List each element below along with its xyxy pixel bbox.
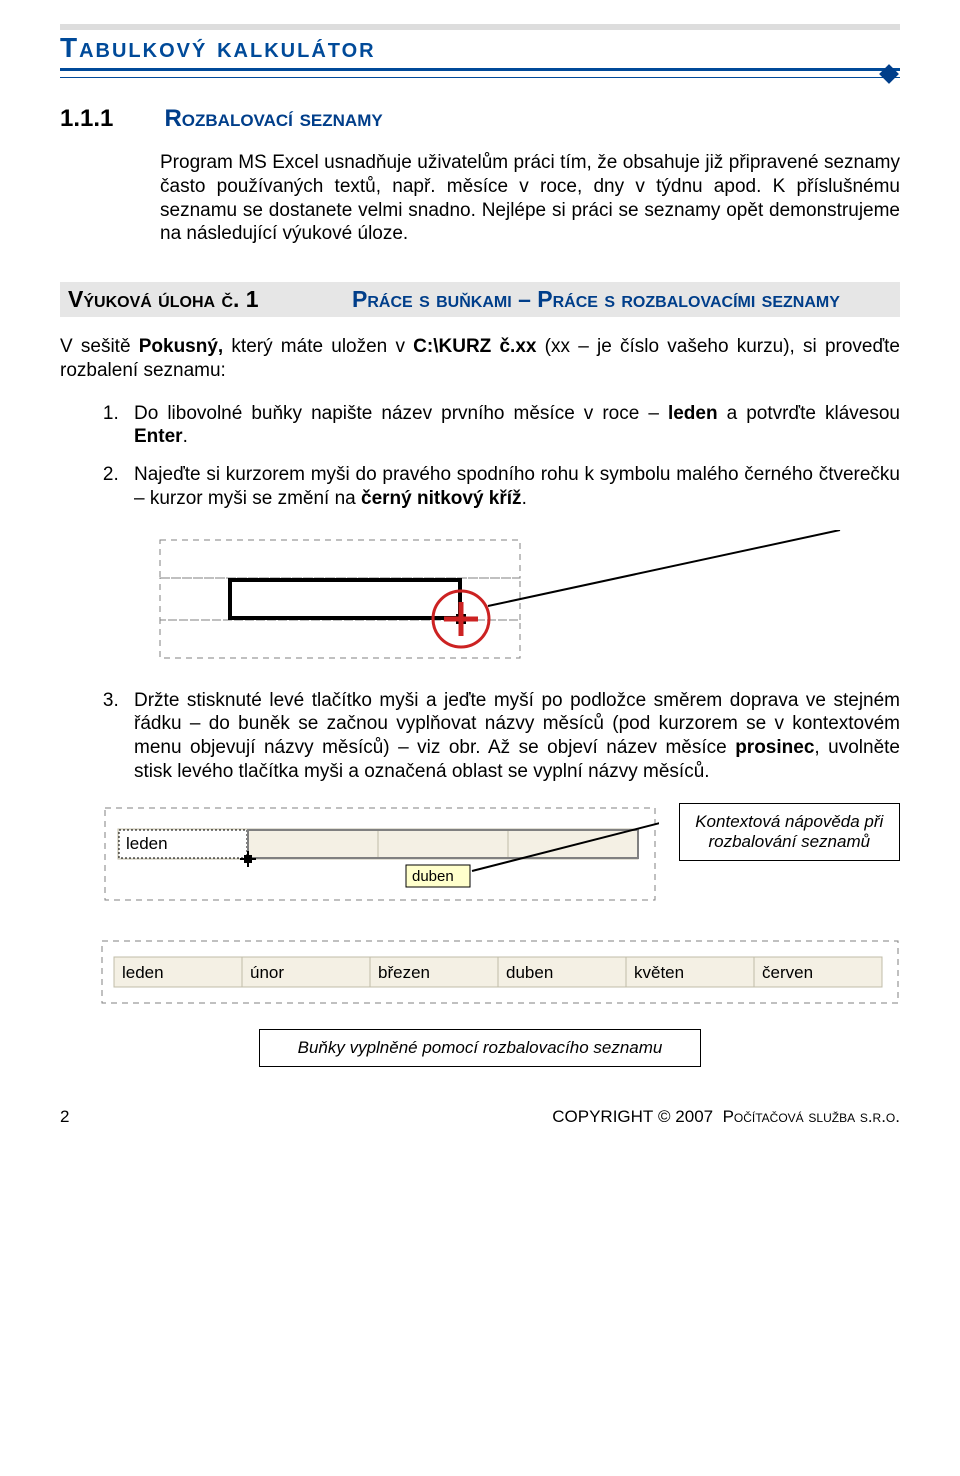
header-band bbox=[60, 24, 900, 30]
section-title: Rozbalovací seznamy bbox=[164, 105, 382, 132]
step-2: Najeďte si kurzorem myši do pravého spod… bbox=[124, 463, 900, 511]
footer-copyright: COPYRIGHT © 2007 Počítačová služba s.r.o… bbox=[552, 1107, 900, 1127]
fig2-callout: Kontextová nápověda při rozbalování sezn… bbox=[679, 803, 900, 861]
fig2-label-leden: leden bbox=[126, 834, 168, 853]
page: Tabulkový kalkulátor 1.1.1 Rozbalovací s… bbox=[0, 0, 960, 1157]
fig3-cell-label: březen bbox=[378, 963, 430, 982]
footer: 2 COPYRIGHT © 2007 Počítačová služba s.r… bbox=[60, 1107, 900, 1127]
task-left: Výuková úloha č. 1 bbox=[60, 282, 336, 317]
figure-1-svg bbox=[100, 530, 860, 670]
section-heading: 1.1.1 Rozbalovací seznamy bbox=[60, 105, 900, 133]
fig3-cell-label: únor bbox=[250, 963, 284, 982]
figure-3-svg: leden únor březen duben květen červen bbox=[100, 939, 900, 1009]
figure-3: leden únor březen duben květen červen bbox=[60, 939, 900, 1009]
intro-paragraph: Program MS Excel usnadňuje uživatelům pr… bbox=[160, 151, 900, 246]
fig3-caption: Buňky vyplněné pomocí rozbalovacího sezn… bbox=[259, 1029, 701, 1067]
header-diamond-wrap bbox=[60, 66, 900, 81]
task-right: Práce s buňkami – Práce s rozbalovacími … bbox=[336, 282, 900, 317]
header-title: Tabulkový kalkulátor bbox=[60, 32, 900, 64]
fig3-cell-label: květen bbox=[634, 963, 684, 982]
figure-1 bbox=[60, 530, 900, 670]
task-heading: Výuková úloha č. 1 Práce s buňkami – Prá… bbox=[60, 282, 900, 317]
footer-page: 2 bbox=[60, 1107, 69, 1127]
step-3: Držte stisknuté levé tlačítko myši a jeď… bbox=[124, 689, 900, 784]
steps-list-cont: Držte stisknuté levé tlačítko myši a jeď… bbox=[100, 689, 900, 784]
fig3-cell-label: červen bbox=[762, 963, 813, 982]
fig2-tooltip: duben bbox=[412, 868, 454, 885]
steps-list: Do libovolné buňky napište název prvního… bbox=[100, 402, 900, 511]
figure-2: leden duben Kontextová nápověda při rozb… bbox=[60, 803, 900, 923]
fig3-cell-label: leden bbox=[122, 963, 164, 982]
fig3-cell-label: duben bbox=[506, 963, 553, 982]
body-paragraph-2: V sešitě Pokusný, který máte uložen v C:… bbox=[60, 335, 900, 383]
figure-2-svg: leden duben bbox=[100, 803, 659, 923]
section-number: 1.1.1 bbox=[60, 105, 160, 133]
diamond-icon bbox=[879, 64, 899, 84]
fig3-caption-wrap: Buňky vyplněné pomocí rozbalovacího sezn… bbox=[60, 1029, 900, 1067]
step-1: Do libovolné buňky napište název prvního… bbox=[124, 402, 900, 450]
